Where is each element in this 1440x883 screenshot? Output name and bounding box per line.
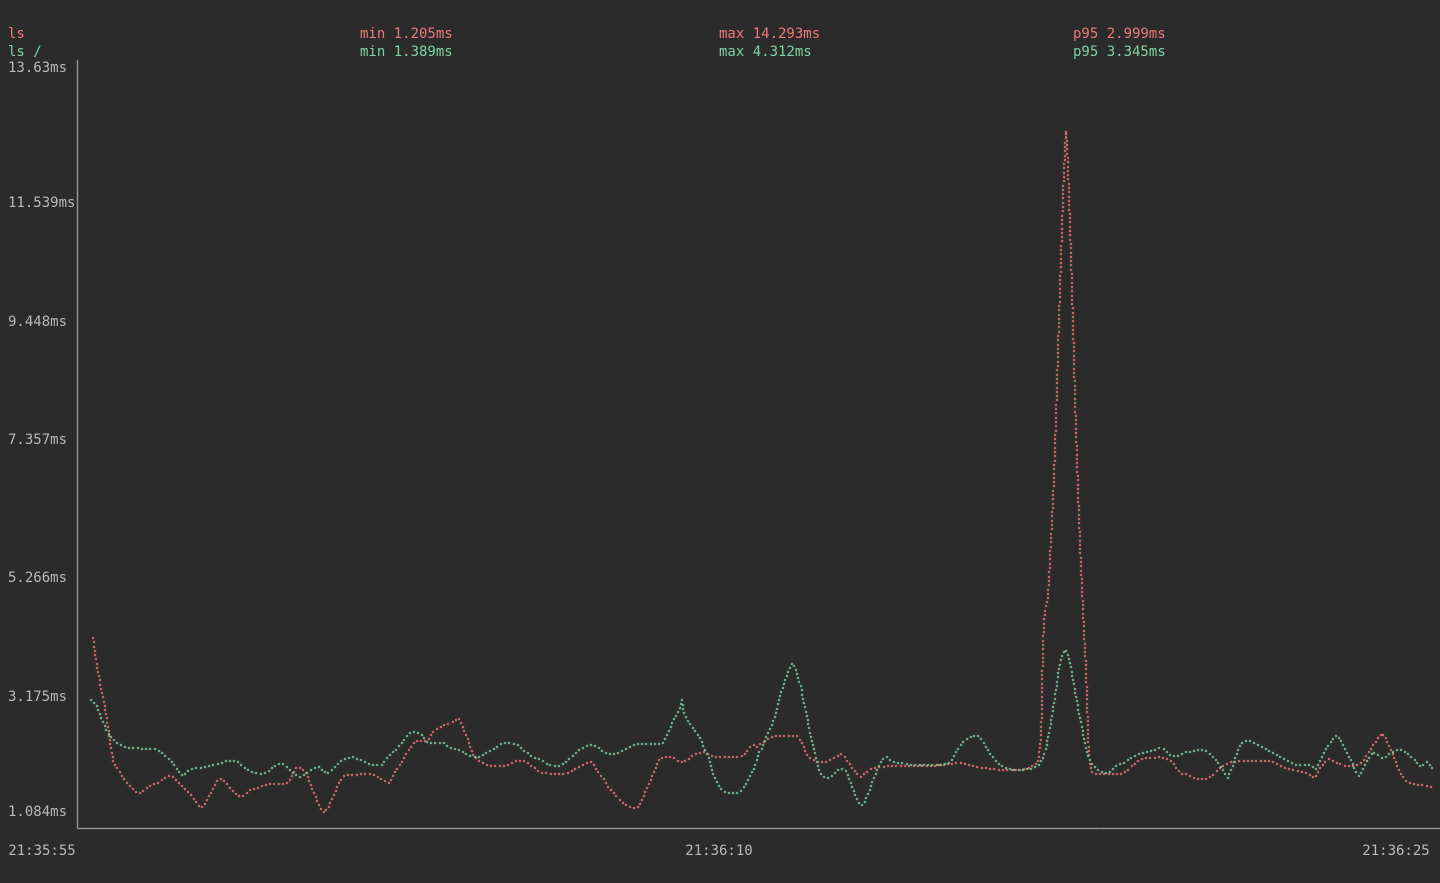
legend-series1-label: ls [8, 26, 25, 42]
x-axis-tick-label: 21:36:10 [685, 843, 753, 859]
y-axis-tick-label: 9.448ms [8, 314, 68, 330]
y-axis-tick-label: 5.266ms [8, 570, 68, 586]
x-axis-tick-label: 21:35:55 [8, 843, 76, 859]
y-axis-tick-label: 7.357ms [8, 432, 68, 448]
y-axis-tick-label: 13.63ms [8, 60, 68, 76]
stat-series2-max: max 4.312ms [719, 44, 812, 60]
stat-series2-p95: p95 3.345ms [1073, 44, 1166, 60]
stat-series2-min: min 1.389ms [360, 44, 453, 60]
y-axis-tick-label: 1.084ms [8, 804, 68, 820]
x-axis-tick-label: 21:36:25 [1362, 843, 1430, 859]
stat-series1-max: max 14.293ms [719, 26, 821, 42]
y-axis-tick-label: 3.175ms [8, 689, 68, 705]
y-axis-tick-label: 11.539ms [8, 195, 76, 211]
stat-series1-p95: p95 2.999ms [1073, 26, 1166, 42]
legend-series2-label: ls / [8, 44, 42, 60]
stat-series1-min: min 1.205ms [360, 26, 453, 42]
